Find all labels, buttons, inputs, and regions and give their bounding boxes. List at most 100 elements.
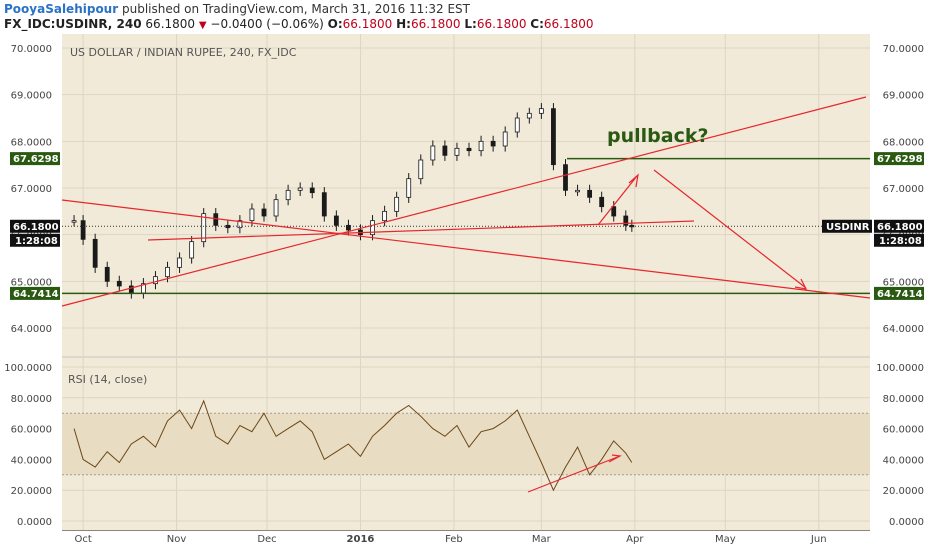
price-tick-left: 68.0000 bbox=[11, 137, 52, 148]
candle-body bbox=[165, 266, 170, 278]
close-value: 66.1800 bbox=[543, 17, 594, 31]
candle-body bbox=[394, 196, 400, 212]
price-tick-left: 67.0000 bbox=[11, 184, 52, 195]
arrowhead-down bbox=[794, 278, 808, 290]
rsi-tick-right: 100.0000 bbox=[876, 363, 924, 374]
candle-body bbox=[478, 140, 484, 152]
candle-body bbox=[490, 140, 496, 147]
last-value-left: 66.1800 bbox=[13, 222, 59, 233]
level-value-right-2: 64.7414 bbox=[877, 289, 923, 300]
candle-body bbox=[551, 108, 556, 166]
author-link[interactable]: PooyaSalehipour bbox=[4, 2, 119, 16]
rsi-tick-left: 80.0000 bbox=[11, 394, 52, 405]
candle-body bbox=[442, 145, 448, 156]
rsi-tick-right: 60.0000 bbox=[883, 425, 924, 436]
candle-body bbox=[418, 159, 424, 180]
level-value-right-1: 67.6298 bbox=[877, 154, 923, 165]
price-tick-left: 64.0000 bbox=[11, 324, 52, 335]
countdown-right: 1:28:08 bbox=[879, 236, 922, 247]
price-tick-left: 65.0000 bbox=[11, 277, 52, 288]
pullback-annotation: pullback? bbox=[607, 125, 709, 147]
close-label: C: bbox=[530, 17, 544, 31]
rsi-tick-right: 0.0000 bbox=[889, 517, 924, 528]
projection-arrow-down[interactable] bbox=[653, 169, 807, 289]
candle-body bbox=[454, 147, 460, 156]
candle-body bbox=[514, 117, 520, 133]
high-label: H: bbox=[396, 17, 411, 31]
countdown-left: 1:28:08 bbox=[15, 236, 58, 247]
candle-body bbox=[611, 206, 617, 217]
symbol-label: FX_IDC:USDINR, 240 bbox=[4, 17, 142, 31]
rsi-band bbox=[62, 413, 870, 475]
price-tick-right: 64.0000 bbox=[883, 324, 924, 335]
time-tick: Nov bbox=[167, 534, 187, 545]
candle-body bbox=[116, 280, 122, 287]
low-label: L: bbox=[464, 17, 477, 31]
rsi-line bbox=[73, 399, 633, 492]
candle-body bbox=[249, 208, 255, 222]
level-label-left-1: 67.6298 bbox=[10, 152, 60, 166]
candle-body bbox=[80, 220, 86, 240]
candle-body bbox=[71, 220, 77, 223]
last-value-right: 66.1800 bbox=[877, 222, 923, 233]
rsi-trendline[interactable] bbox=[527, 455, 621, 493]
candle-body bbox=[189, 241, 195, 259]
ascending-trendline[interactable] bbox=[61, 96, 867, 307]
candle-body bbox=[466, 147, 472, 152]
ohlc-legend: FX_IDC:USDINR, 240 66.1800 ▼ −0.0400 (−0… bbox=[4, 17, 594, 31]
high-value: 66.1800 bbox=[410, 17, 461, 31]
rsi-pane-title: RSI (14, close) bbox=[68, 373, 147, 386]
rsi-tick-right: 80.0000 bbox=[883, 394, 924, 405]
time-tick: Feb bbox=[445, 534, 463, 545]
rsi-tick-left: 60.0000 bbox=[11, 425, 52, 436]
time-tick: 2016 bbox=[347, 534, 375, 545]
candle-body bbox=[261, 208, 267, 217]
publish-text: published on TradingView.com, March 31, … bbox=[121, 2, 470, 16]
candle-body bbox=[563, 164, 568, 191]
candle-body bbox=[538, 108, 544, 114]
candle-body bbox=[273, 199, 279, 217]
candle-body bbox=[629, 224, 635, 228]
candle-body bbox=[599, 196, 605, 208]
candle-body bbox=[623, 215, 629, 226]
last-price: 66.1800 bbox=[145, 17, 196, 31]
candle-body bbox=[587, 189, 593, 198]
candle-body bbox=[333, 215, 339, 226]
time-tick: Mar bbox=[532, 534, 552, 545]
price-tick-left: 70.0000 bbox=[11, 44, 52, 55]
candle-body bbox=[237, 220, 243, 229]
symbol-tag: USDINR bbox=[826, 222, 870, 233]
price-pane-title: US DOLLAR / INDIAN RUPEE, 240, FX_IDC bbox=[70, 46, 297, 59]
open-value: 66.1800 bbox=[342, 17, 393, 31]
rsi-tick-left: 40.0000 bbox=[11, 455, 52, 466]
last-price-label-left: 66.1800 1:28:08 bbox=[10, 219, 60, 247]
price-tick-right: 68.0000 bbox=[883, 137, 924, 148]
level-value-left-1: 67.6298 bbox=[13, 154, 59, 165]
low-value: 66.1800 bbox=[476, 17, 527, 31]
level-label-right-2: 64.7414 bbox=[874, 286, 924, 300]
candle-body bbox=[526, 112, 532, 119]
time-tick: May bbox=[715, 534, 736, 545]
horizontal-trendline[interactable] bbox=[147, 220, 695, 241]
time-tick: Jun bbox=[810, 534, 827, 545]
candle-body bbox=[104, 266, 110, 282]
open-label: O: bbox=[327, 17, 343, 31]
rsi-tick-right: 40.0000 bbox=[883, 455, 924, 466]
candle-body bbox=[285, 189, 291, 201]
publish-info: PooyaSalehipour published on TradingView… bbox=[4, 2, 470, 16]
descending-trendline[interactable] bbox=[61, 199, 871, 299]
candle-body bbox=[309, 187, 315, 194]
price-series bbox=[71, 103, 635, 299]
candle-body bbox=[346, 224, 351, 231]
last-price-label-right: USDINR 66.1800 1:28:08 bbox=[822, 219, 924, 247]
candle-body bbox=[177, 257, 182, 268]
price-tick-right: 67.0000 bbox=[883, 184, 924, 195]
trendlines[interactable] bbox=[61, 96, 871, 493]
rsi-tick-left: 0.0000 bbox=[17, 517, 52, 528]
level-value-left-2: 64.7414 bbox=[13, 289, 59, 300]
time-tick: Apr bbox=[626, 534, 644, 545]
candle-body bbox=[502, 131, 508, 147]
pullback-arrow-up[interactable] bbox=[597, 175, 638, 226]
arrowhead-up bbox=[628, 173, 639, 188]
